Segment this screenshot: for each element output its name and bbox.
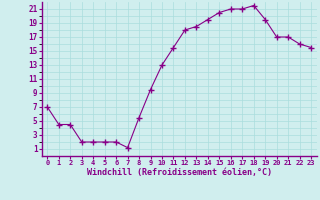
X-axis label: Windchill (Refroidissement éolien,°C): Windchill (Refroidissement éolien,°C) (87, 168, 272, 177)
